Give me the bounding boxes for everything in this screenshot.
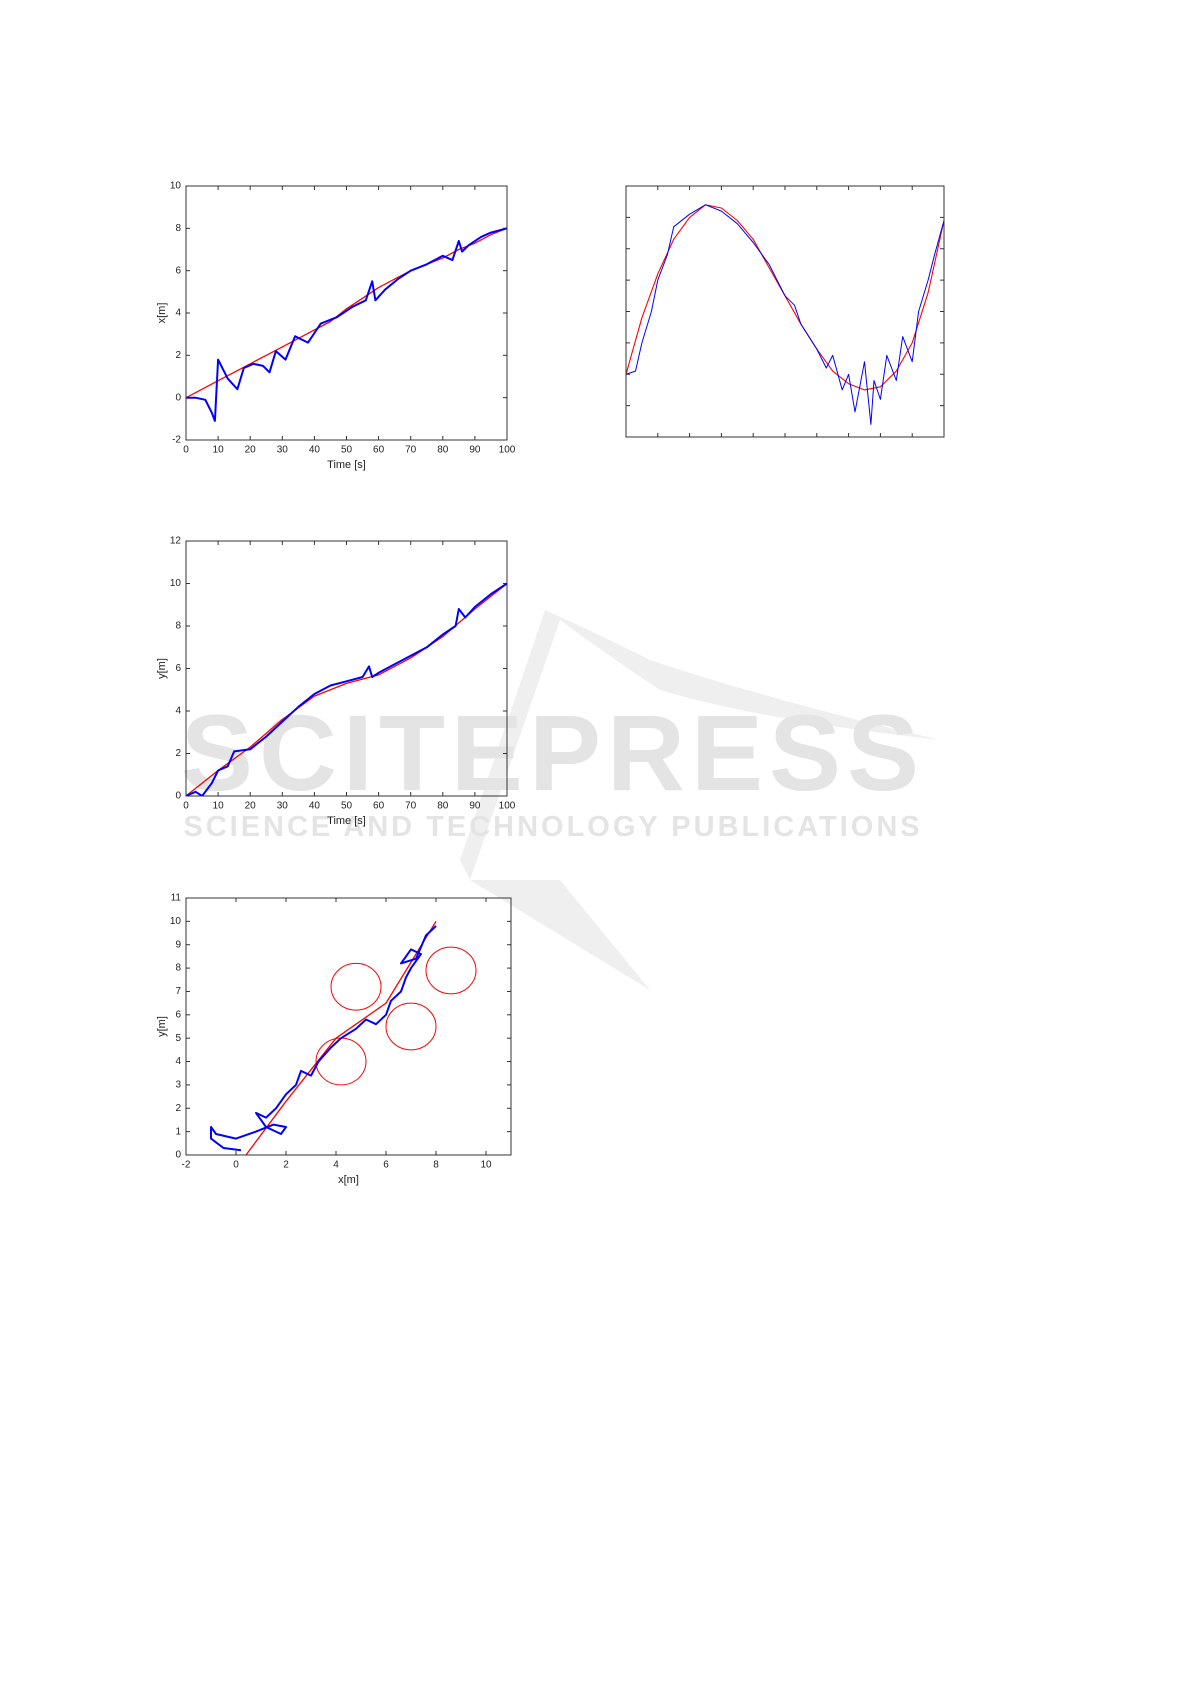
series-line	[210, 925, 437, 1152]
y-tick-label: 6	[175, 663, 181, 674]
y-tick-label: 2	[175, 748, 181, 759]
x-axis-label: Time [s]	[327, 459, 366, 471]
watermark-logo	[460, 610, 940, 990]
x-tick-label: 100	[499, 801, 516, 812]
y-tick-label: 0	[175, 791, 181, 802]
series-line	[186, 582, 507, 796]
plot-area	[186, 227, 507, 422]
x-tick-label: 0	[183, 445, 189, 456]
x-tick-label: 8	[433, 1160, 439, 1171]
obstacle	[330, 962, 382, 1011]
axes-box	[625, 185, 945, 438]
y-axis-label: y[m]	[156, 1016, 168, 1037]
y-tick-label: 1	[175, 1126, 181, 1137]
y-tick-label: 11	[171, 893, 182, 904]
series-line	[626, 204, 944, 391]
plot-area	[210, 921, 477, 1155]
watermark-subtitle: SCIENCE AND TECHNOLOGY PUBLICATIONS	[183, 811, 922, 843]
series-line	[186, 227, 507, 422]
x-tick-label: 30	[277, 445, 289, 456]
plot-area	[186, 582, 507, 796]
y-tick-label: 2	[175, 350, 181, 361]
y-tick-label: 10	[170, 578, 182, 589]
x-axis-label: x[m]	[338, 1174, 359, 1186]
y-tick-label: 3	[175, 1080, 181, 1091]
x-tick-label: 70	[405, 445, 417, 456]
plot-area	[626, 204, 944, 425]
series-line	[186, 227, 507, 399]
x-tick-label: 10	[213, 801, 225, 812]
plot	[625, 185, 945, 438]
y-tick-label: 7	[175, 986, 181, 997]
axes-box	[185, 897, 512, 1156]
x-tick-label: 100	[499, 445, 516, 456]
x-tick-label: 0	[233, 1160, 239, 1171]
x-tick-label: 50	[341, 801, 353, 812]
x-axis-label: Time [s]	[327, 815, 366, 827]
plot: 0 10 20 30 40 50 60 70 80 90 100 0 2 4 6 8 10 12 Time [s] y…	[156, 536, 516, 827]
x-tick-label: 30	[277, 801, 289, 812]
axes-box	[185, 185, 508, 441]
y-tick-label: 0	[175, 1150, 181, 1161]
watermark-title: SCITEPRESS	[181, 692, 925, 813]
x-tick-label: 20	[245, 445, 257, 456]
series-line	[245, 921, 437, 1155]
y-tick-label: 6	[175, 1009, 181, 1020]
x-tick-label: 80	[437, 445, 449, 456]
x-tick-label: 4	[333, 1160, 339, 1171]
x-tick-label: 80	[437, 801, 449, 812]
x-tick-label: 50	[341, 445, 353, 456]
x-tick-label: 70	[405, 801, 417, 812]
x-tick-label: 90	[469, 445, 481, 456]
y-tick-label: 8	[175, 621, 181, 632]
x-tick-label: 20	[245, 801, 257, 812]
x-tick-label: 90	[469, 801, 481, 812]
x-tick-label: 40	[309, 445, 321, 456]
x-tick-label: 0	[183, 801, 189, 812]
x-tick-label: -2	[182, 1160, 191, 1171]
axes-box	[185, 540, 508, 797]
y-tick-label: 10	[170, 181, 182, 192]
series-line	[626, 204, 944, 425]
y-tick-label: 4	[175, 706, 181, 717]
x-tick-label: 10	[213, 445, 225, 456]
y-tick-label: 10	[170, 916, 182, 927]
y-axis-label: y[m]	[156, 658, 168, 679]
y-tick-label: 8	[175, 223, 181, 234]
x-tick-label: 2	[283, 1160, 289, 1171]
obstacle	[385, 1002, 437, 1051]
y-tick-label: 5	[175, 1033, 181, 1044]
y-tick-label: 12	[170, 536, 182, 547]
y-axis-label: x[m]	[156, 303, 168, 324]
x-tick-label: 10	[480, 1160, 492, 1171]
y-tick-label: 8	[175, 963, 181, 974]
y-tick-label: 2	[175, 1103, 181, 1114]
y-tick-label: 0	[175, 392, 181, 403]
obstacle	[315, 1037, 367, 1086]
y-tick-label: 9	[175, 939, 181, 950]
obstacle	[425, 946, 477, 995]
x-tick-label: 60	[373, 445, 385, 456]
y-tick-label: 4	[175, 308, 181, 319]
y-tick-label: 6	[175, 265, 181, 276]
y-tick-label: -2	[172, 435, 181, 446]
x-tick-label: 6	[383, 1160, 389, 1171]
y-tick-label: 4	[175, 1056, 181, 1067]
x-tick-label: 40	[309, 801, 321, 812]
x-tick-label: 60	[373, 801, 385, 812]
